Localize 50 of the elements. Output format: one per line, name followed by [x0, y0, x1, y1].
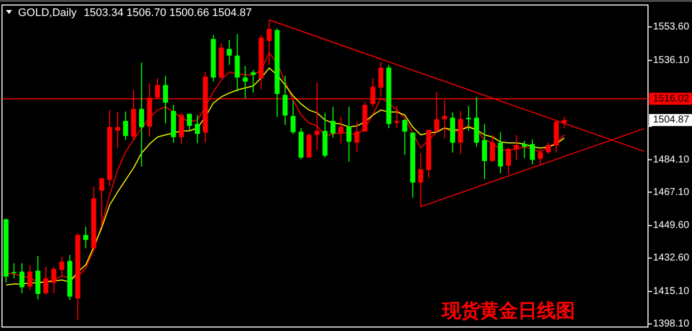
candlestick — [178, 112, 184, 145]
candlestick — [234, 34, 240, 92]
candlestick — [514, 134, 519, 160]
candlestick — [306, 132, 312, 158]
annotation: 现货黄金日线图 — [441, 300, 575, 322]
candlestick — [162, 75, 168, 124]
candlestick — [282, 75, 288, 126]
candlestick — [35, 255, 40, 300]
candlestick — [490, 134, 495, 162]
candlestick — [506, 147, 511, 175]
candlestick — [530, 138, 535, 165]
y-tick-label: 1449.60 — [653, 220, 690, 232]
candlestick — [402, 118, 408, 156]
candlestick — [139, 62, 144, 168]
candlestick — [123, 111, 128, 141]
candlestick — [186, 112, 192, 130]
candlestick — [538, 148, 543, 166]
candlestick — [194, 114, 200, 144]
y-tick-label: 1398.10 — [653, 318, 690, 330]
candlestick — [522, 140, 527, 159]
y-tick-label: 1415.10 — [653, 286, 690, 298]
candlestick — [330, 106, 336, 138]
candlestick — [562, 116, 567, 129]
y-tick-label: 1553.60 — [653, 22, 690, 33]
candlestick — [482, 123, 488, 180]
candlestick — [83, 226, 88, 249]
candlestick — [59, 256, 64, 278]
chart-subtitle: 1503.34 1506.70 1500.66 1504.87 — [84, 7, 252, 19]
text: 1504.87 — [653, 114, 690, 126]
candlestick — [338, 116, 344, 144]
y-tick-label: 1536.10 — [653, 55, 690, 66]
candlestick — [346, 106, 352, 162]
candlestick — [250, 69, 256, 94]
candlestick — [242, 65, 248, 99]
y-tick-label: 1432.60 — [653, 252, 690, 264]
y-tick-label: 1484.10 — [653, 154, 690, 166]
candlestick — [226, 39, 232, 66]
candlestick — [290, 100, 296, 135]
candlestick — [354, 121, 360, 152]
candlestick — [11, 262, 16, 279]
chart-title: GOLD,Daily — [18, 7, 78, 19]
candlestick — [99, 178, 104, 228]
candlestick — [458, 110, 464, 155]
ref-line-label: 1516.02 — [653, 93, 690, 104]
candlestick — [19, 262, 24, 294]
candlestick — [498, 132, 503, 174]
y-tick-label: 1467.10 — [653, 186, 690, 198]
candlestick — [378, 61, 384, 98]
candlestick — [546, 142, 551, 154]
candlestick — [115, 111, 120, 149]
